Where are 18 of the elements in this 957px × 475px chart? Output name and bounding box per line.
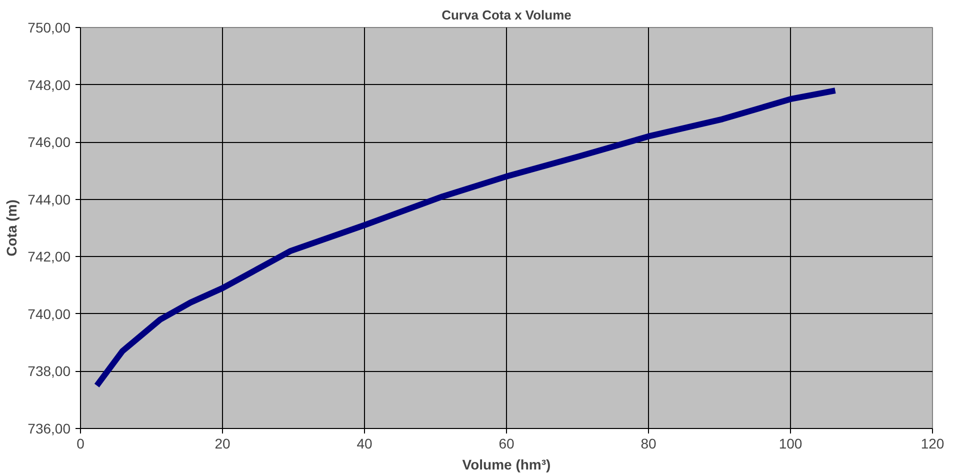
x-tick-label: 80 [640,436,656,452]
y-tick-label: 748,00 [28,76,71,93]
chart-title: Curva Cota x Volume [442,8,572,22]
y-tick-label: 750,00 [28,20,71,36]
x-axis-title: Volume (hm³) [462,456,551,472]
x-tick-label: 120 [920,436,944,452]
y-tick-label: 742,00 [28,248,71,265]
x-tick-label: 60 [498,436,514,452]
y-tick-label: 746,00 [28,134,71,150]
x-tick-label: 20 [214,436,230,452]
y-tick-label: 736,00 [28,420,71,436]
x-tick-label: 40 [356,436,372,452]
y-tick-label: 738,00 [28,363,71,380]
y-tick-label: 744,00 [28,191,71,208]
x-tick-label: 0 [76,436,85,452]
x-tick-label: 100 [778,436,802,452]
y-axis-title: Cota (m) [4,200,20,256]
y-tick-label: 740,00 [28,306,71,322]
